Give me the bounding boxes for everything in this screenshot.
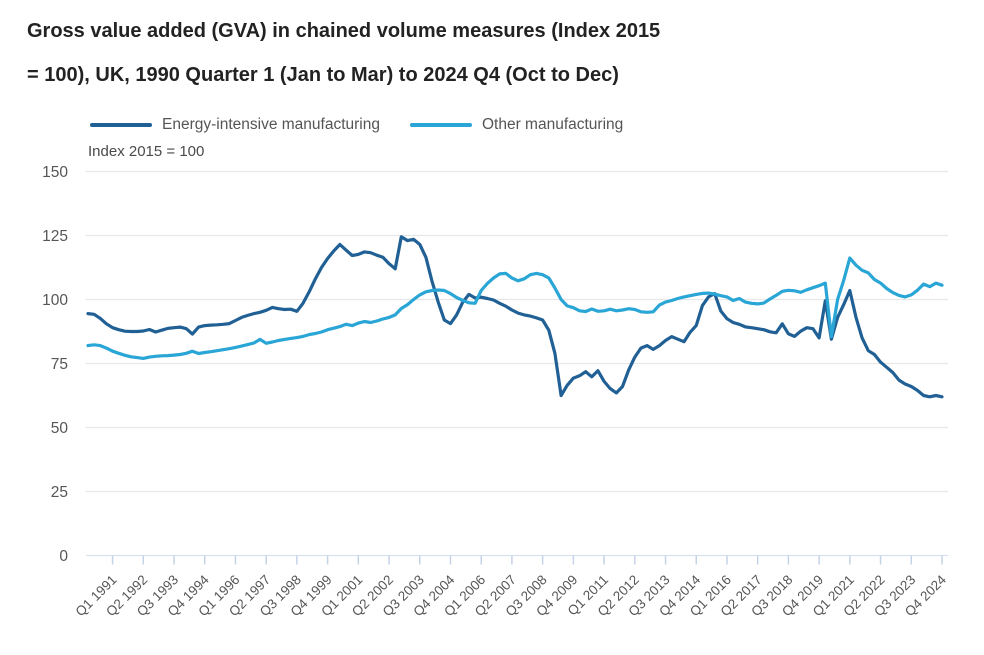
y-axis-tick-label: 0 (59, 548, 68, 565)
legend-swatch-energy-intensive (90, 122, 152, 128)
y-axis-tick-label: 100 (42, 292, 68, 309)
chart-title: Gross value added (GVA) in chained volum… (27, 9, 787, 97)
legend-label-other-manufacturing: Other manufacturing (481, 116, 624, 133)
y-axis-tick-label: 125 (42, 228, 68, 245)
y-axis-tick-label: 75 (51, 356, 68, 373)
chart-title-line2: = 100), UK, 1990 Quarter 1 (Jan to Mar) … (27, 64, 619, 86)
series-line-energy-intensive (86, 235, 944, 399)
legend-item-other-manufacturing: Other manufacturing (409, 116, 624, 134)
series-line-other-manufacturing (86, 256, 944, 360)
y-axis-tick-label: 25 (51, 484, 68, 501)
y-axis-tick-label: 150 (42, 164, 68, 181)
y-axis-unit-note: Index 2015 = 100 (88, 143, 205, 160)
legend-item-energy-intensive: Energy-intensive manufacturing (90, 116, 380, 134)
legend-swatch-other-manufacturing (409, 122, 472, 128)
legend-label-energy-intensive: Energy-intensive manufacturing (162, 116, 380, 133)
chart-title-line1: Gross value added (GVA) in chained volum… (27, 20, 661, 42)
legend: Energy-intensive manufacturing Other man… (90, 116, 623, 134)
y-axis-tick-label: 50 (51, 420, 69, 437)
